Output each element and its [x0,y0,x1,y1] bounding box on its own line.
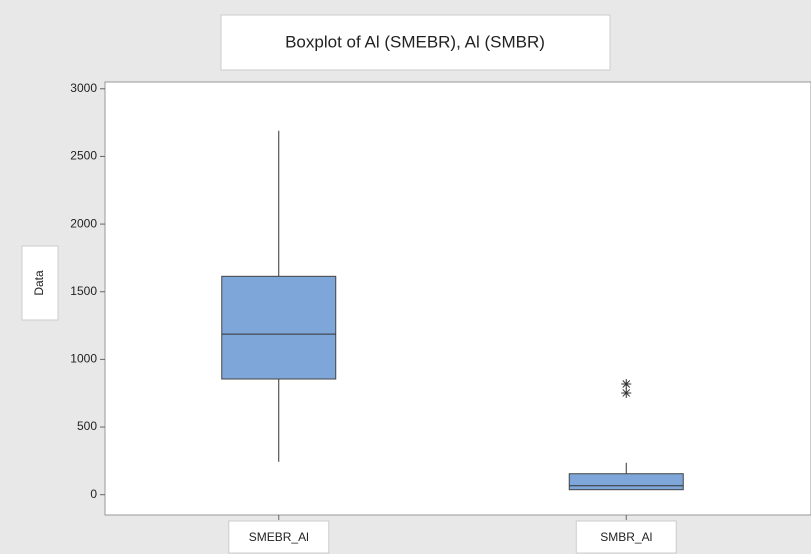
box [568,473,684,491]
y-tick-label: 0 [90,487,97,501]
box [221,275,337,380]
outlier [621,379,632,390]
x-tick-label: SMEBR_Al [249,530,309,544]
x-label-box [228,520,330,554]
y-tick-label: 2500 [70,149,97,163]
y-tick-label: 1500 [70,284,97,298]
y-tick-label: 500 [77,419,97,433]
y-tick-label: 2000 [70,216,97,230]
outlier [621,387,632,398]
y-tick-label: 3000 [70,81,97,95]
chart-title: Boxplot of Al (SMEBR), Al (SMBR) [285,32,545,51]
x-label-box [575,520,677,554]
x-tick-label: SMBR_Al [600,530,652,544]
plot-area [104,81,811,516]
y-tick-label: 1000 [70,352,97,366]
y-label-box [21,245,59,321]
y-axis-label: Data [32,270,46,296]
title-box [220,14,611,71]
